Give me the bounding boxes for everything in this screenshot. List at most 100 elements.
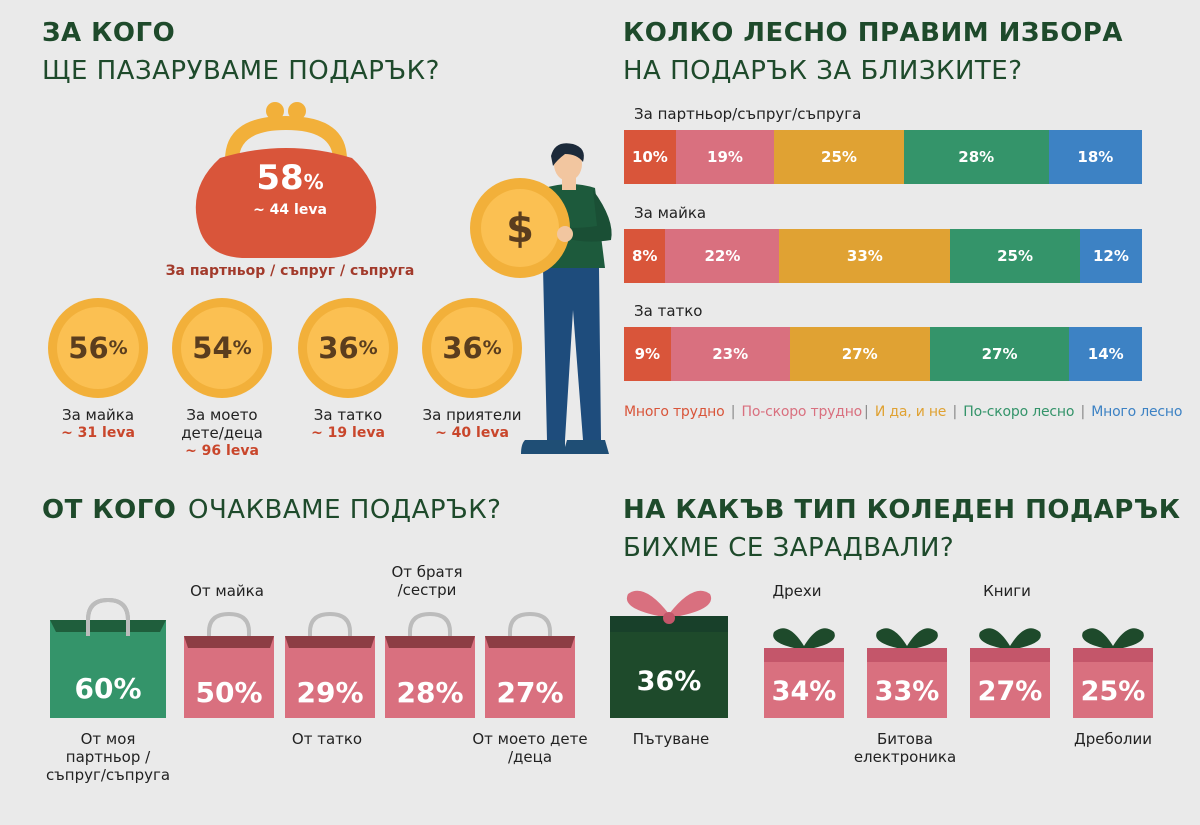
segment-label: 22% [704, 247, 741, 265]
coin-label-text: За моето дете/деца [181, 406, 263, 442]
gift-value: 33% [874, 676, 940, 707]
gift-icon [970, 628, 1050, 718]
coin-amount: ~ 31 leva [61, 425, 135, 441]
stacked-bar: 8% 22% 33% 25% 12% [624, 229, 1142, 283]
coin-pct: % [358, 337, 378, 359]
bag-label: От братя /сестри [372, 563, 482, 599]
legend-very-easy: Много лесно [1091, 404, 1183, 420]
bag-label: От моя партньор /съпруг/съпруга [38, 730, 178, 784]
gift-label: Пътуване [632, 730, 710, 748]
gift-icon [867, 628, 947, 718]
legend-both: И да, и не [874, 404, 947, 420]
bar-segment: 25% [950, 229, 1080, 283]
bar-segment: 14% [1069, 327, 1142, 381]
bag-icon [285, 612, 375, 718]
coin-label: За татко [313, 406, 383, 424]
purse-value: 58% [240, 158, 340, 198]
gift-icon [764, 628, 844, 718]
stacked-bar: 10% 19% 25% 28% 18% [624, 130, 1142, 184]
bar-segment: 33% [779, 229, 951, 283]
purse-icon [195, 102, 377, 258]
coin-label: За майка [61, 406, 135, 424]
gift-label: Книги [983, 582, 1031, 600]
section-title-gift-type: НА КАКЪВ ТИП КОЛЕДЕН ПОДАРЪК [623, 495, 1181, 525]
segment-label: 9% [634, 345, 661, 363]
gift-box: 34% [764, 622, 844, 718]
stacked-bar: 9% 23% 27% 27% 14% [624, 327, 1142, 381]
segment-label: 8% [631, 247, 658, 265]
bar-segment: 25% [774, 130, 904, 184]
section-title-ease: КОЛКО ЛЕСНО ПРАВИМ ИЗБОРА [623, 18, 1123, 48]
gift-box: 25% [1073, 622, 1153, 718]
coin-value: 56 [68, 331, 109, 365]
bar-segment: 19% [675, 130, 775, 184]
chart-legend: Много трудно | По-скоро трудно | И да, и … [624, 404, 1183, 420]
man-with-coin-illustration: $ [470, 143, 612, 454]
segment-label: 12% [1092, 247, 1129, 265]
coin-amount: ~ 96 leva [185, 443, 259, 459]
shopping-bag: 60% [48, 596, 168, 718]
purse-percent-sign: % [303, 170, 324, 194]
coin-amount: ~ 40 leva [435, 425, 509, 441]
gift-label-text: Битова електроника [853, 730, 957, 766]
bar-segment: 28% [903, 130, 1049, 184]
shopping-bag: 28% [385, 612, 475, 718]
purse-amount: ~ 44 leva [253, 202, 327, 218]
coin-pct: % [482, 337, 502, 359]
bar-segment: 10% [624, 130, 676, 184]
coin-badge: 56% [48, 298, 148, 398]
bag-label: От татко [291, 730, 363, 748]
segment-label: 27% [841, 345, 878, 363]
segment-label: 25% [821, 148, 857, 166]
coin-value: 36 [442, 331, 483, 365]
coin-badge: 36% [422, 298, 522, 398]
section-subtitle-from-whom: ОЧАКВАМЕ ПОДАРЪК? [188, 495, 502, 525]
bag-label-text: От братя /сестри [391, 563, 463, 599]
segment-label: 14% [1087, 345, 1124, 363]
coin-value: 36 [318, 331, 359, 365]
dollar-sign: $ [506, 206, 534, 252]
gift-box: 27% [970, 622, 1050, 718]
bag-icon [485, 612, 575, 718]
shopping-bag: 27% [485, 612, 575, 718]
section-title-from-whom: ОТ КОГО [42, 495, 177, 525]
bag-label-text: От моя партньор /съпруг/съпруга [45, 730, 171, 784]
bag-label: От моето дете /деца [470, 730, 590, 766]
shopping-bag: 50% [184, 612, 274, 718]
section-title-who-for: ЗА КОГО [42, 18, 176, 48]
gift-icon [610, 590, 728, 718]
coin-badge: 36% [298, 298, 398, 398]
coin-amount: ~ 19 leva [311, 425, 385, 441]
segment-label: 19% [707, 148, 743, 166]
bag-icon [50, 597, 166, 718]
bar-segment: 12% [1079, 229, 1142, 283]
section-subtitle-who-for: ЩЕ ПАЗАРУВАМЕ ПОДАРЪК? [42, 56, 440, 86]
section-subtitle-ease: НА ПОДАРЪК ЗА БЛИЗКИТЕ? [623, 56, 1023, 86]
bar-segment: 8% [624, 229, 666, 283]
legend-rather-hard: По-скоро трудно [741, 404, 863, 420]
bag-icon [385, 612, 475, 718]
gift-box: 36% [610, 580, 728, 718]
coin-value: 54 [192, 331, 233, 365]
bag-value: 50% [195, 676, 263, 709]
bag-label: От майка [190, 582, 264, 600]
bar-segment: 27% [789, 327, 930, 381]
legend-very-hard: Много трудно [624, 404, 725, 420]
purse-percent-number: 58 [256, 158, 304, 198]
bar-label: За партньор/съпруг/съпруга [634, 105, 862, 123]
gift-icon [1073, 628, 1153, 718]
bar-label: За татко [634, 302, 703, 320]
bag-value: 28% [396, 676, 464, 709]
gift-value: 36% [636, 666, 702, 697]
legend-rather-easy: По-скоро лесно [963, 404, 1075, 420]
purse-label: За партньор / съпруг / съпруга [165, 263, 415, 279]
bar-label: За майка [634, 204, 707, 222]
gift-box: 33% [867, 622, 947, 718]
coin-pct: % [232, 337, 252, 359]
shopping-bag: 29% [285, 612, 375, 718]
gift-value: 27% [977, 676, 1043, 707]
bar-segment: 27% [929, 327, 1070, 381]
segment-label: 33% [846, 247, 883, 265]
segment-label: 28% [958, 148, 995, 166]
bar-segment: 18% [1048, 130, 1142, 184]
